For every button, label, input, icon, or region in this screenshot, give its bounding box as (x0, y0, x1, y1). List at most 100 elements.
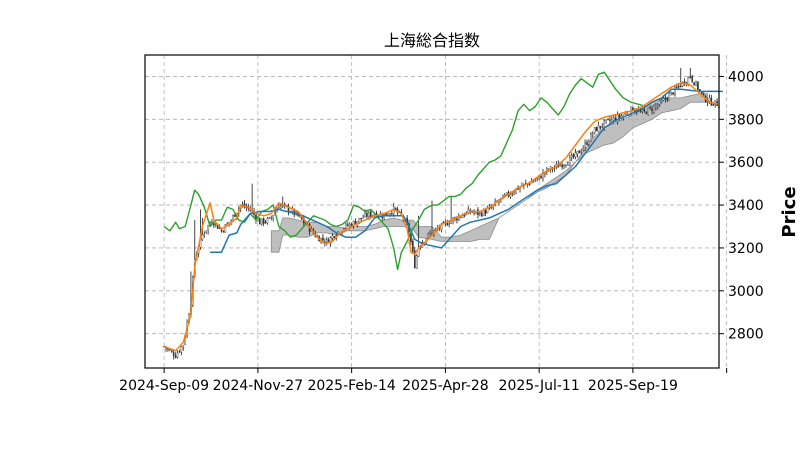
candle-body (603, 120, 605, 128)
y-tick-label: 2800 (728, 327, 764, 343)
candle-body (257, 218, 259, 222)
candle-body (362, 217, 364, 219)
candle-body (567, 163, 569, 166)
candle-body (611, 119, 613, 122)
candle-body (649, 107, 651, 109)
candle-body (230, 220, 232, 222)
candle-body (172, 352, 175, 356)
candle-body (413, 250, 416, 269)
candle-body (670, 91, 672, 94)
candle-body (391, 213, 393, 215)
candle-body (655, 105, 657, 108)
candle-body (689, 76, 692, 78)
candle-body (653, 106, 655, 113)
y-tick-label: 3200 (728, 241, 764, 257)
candle-body (205, 230, 208, 233)
candle-body (174, 355, 177, 358)
candle-body (591, 133, 594, 136)
candle-body (528, 183, 531, 185)
candle-body (645, 111, 648, 115)
candle-body (590, 133, 592, 142)
candle-body (509, 194, 512, 198)
candle-body (234, 214, 236, 217)
tenkan-sen-line (163, 82, 720, 352)
candle-body (415, 255, 418, 269)
y-tick-label: 3600 (728, 155, 764, 171)
candle-body (364, 212, 366, 217)
candle-body (536, 178, 539, 180)
candle-body (660, 100, 663, 103)
candle-body (658, 100, 661, 105)
candle-body (322, 237, 324, 241)
candle-body (532, 181, 535, 183)
candle-body (563, 164, 565, 167)
candle-body (232, 215, 234, 221)
candle-body (345, 223, 347, 229)
candle-body (490, 207, 493, 209)
candle-body (178, 351, 181, 353)
x-tick-label: 2025-Apr-28 (402, 378, 489, 394)
candle-body (601, 126, 604, 128)
candle-body (180, 346, 183, 353)
candle-body (676, 86, 678, 88)
x-tick-label: 2024-Nov-27 (213, 378, 304, 394)
candle-body (331, 235, 334, 239)
candle-body (333, 236, 336, 238)
chart-title: 上海総合指数 (384, 31, 480, 50)
chikou-span-line (163, 71, 647, 271)
candle-body (712, 104, 715, 106)
candle-body (484, 210, 487, 214)
candle-body (582, 147, 584, 151)
candle-body (586, 142, 588, 145)
candle-body (679, 85, 682, 88)
candle-body (702, 94, 705, 96)
candle-body (678, 85, 680, 88)
candle-body (427, 233, 429, 238)
candle-body (203, 233, 206, 236)
candle-body (448, 223, 451, 225)
candle-body (207, 225, 209, 231)
candle-body (706, 101, 709, 104)
candle-body (584, 142, 586, 148)
candle-body (368, 212, 370, 218)
candle-body (169, 349, 171, 351)
candle-body (599, 126, 602, 128)
candle-body (540, 176, 542, 179)
candle-body (440, 223, 443, 231)
candle-body (693, 82, 695, 86)
candle-body (201, 234, 204, 240)
candle-body (607, 118, 609, 120)
candle-body (259, 218, 261, 225)
candle-body (624, 112, 627, 115)
candle-body (513, 191, 516, 195)
candle-body (220, 229, 223, 232)
candle-body (643, 109, 646, 111)
y-tick-label: 3000 (728, 284, 764, 300)
candle-body (616, 114, 619, 122)
candle-body (714, 100, 716, 105)
candle-body (347, 224, 349, 227)
candle-body (641, 109, 644, 112)
candle-body (561, 164, 563, 168)
candle-body (260, 218, 263, 225)
candle-body (666, 97, 669, 100)
candle-body (412, 240, 414, 252)
candle-body (389, 213, 391, 216)
candle-body (593, 127, 596, 133)
line-layer (163, 71, 723, 352)
candle-body (360, 217, 363, 220)
candle-body (170, 350, 173, 352)
x-tick-label: 2025-Sep-19 (588, 378, 678, 394)
kumo-cloud (270, 93, 708, 253)
cloud-layer (270, 93, 708, 253)
candle-body (691, 76, 694, 82)
candle-body (446, 222, 449, 226)
candle-body (700, 91, 703, 94)
candle-body (588, 141, 590, 145)
candle-body (417, 246, 420, 257)
candle-body (570, 155, 573, 158)
candle-body (182, 345, 185, 348)
candle-body (618, 114, 621, 118)
candle-body (176, 352, 179, 358)
